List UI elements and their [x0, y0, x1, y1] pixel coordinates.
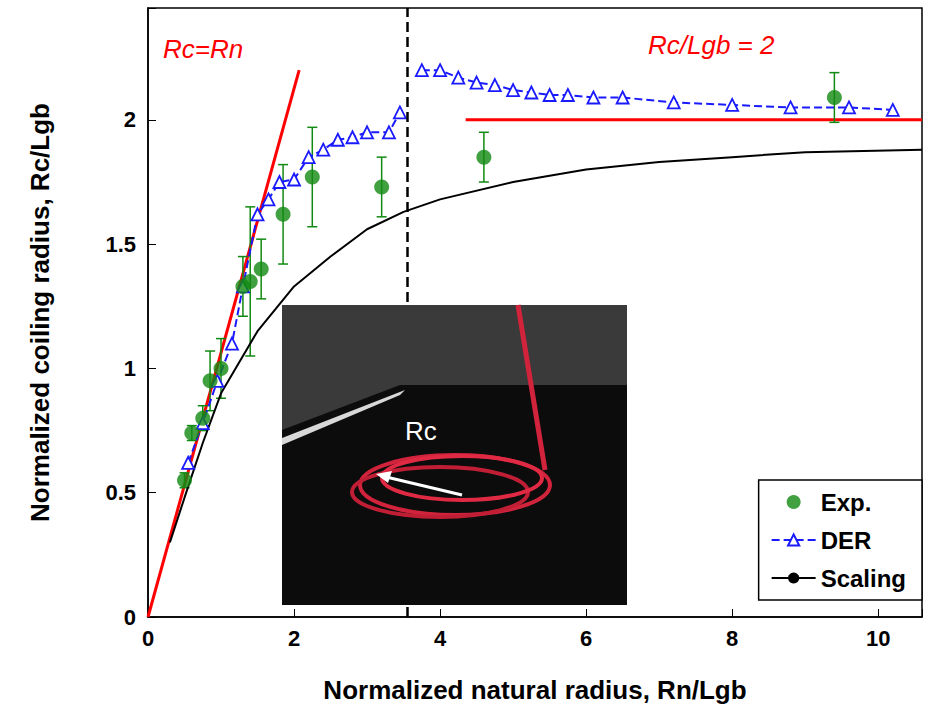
svg-text:10: 10 — [866, 626, 890, 651]
svg-text:2: 2 — [124, 107, 136, 132]
svg-text:Rc: Rc — [405, 416, 437, 446]
svg-text:4: 4 — [434, 626, 447, 651]
svg-text:Rc/Lgb = 2: Rc/Lgb = 2 — [648, 30, 775, 60]
svg-text:Normalized coiling radius, Rc/: Normalized coiling radius, Rc/Lgb — [25, 103, 55, 522]
svg-text:Scaling: Scaling — [821, 565, 906, 592]
svg-text:1.5: 1.5 — [105, 232, 136, 257]
svg-text:Rc=Rn: Rc=Rn — [163, 34, 243, 64]
svg-text:6: 6 — [580, 626, 592, 651]
svg-text:0: 0 — [142, 626, 154, 651]
svg-text:0.5: 0.5 — [105, 480, 136, 505]
svg-text:2: 2 — [288, 626, 300, 651]
svg-text:DER: DER — [821, 527, 872, 554]
svg-text:1: 1 — [124, 356, 136, 381]
svg-text:0: 0 — [124, 605, 136, 630]
svg-text:8: 8 — [726, 626, 738, 651]
svg-text:Normalized natural radius, Rn/: Normalized natural radius, Rn/Lgb — [323, 675, 746, 705]
svg-text:Exp.: Exp. — [821, 489, 872, 516]
